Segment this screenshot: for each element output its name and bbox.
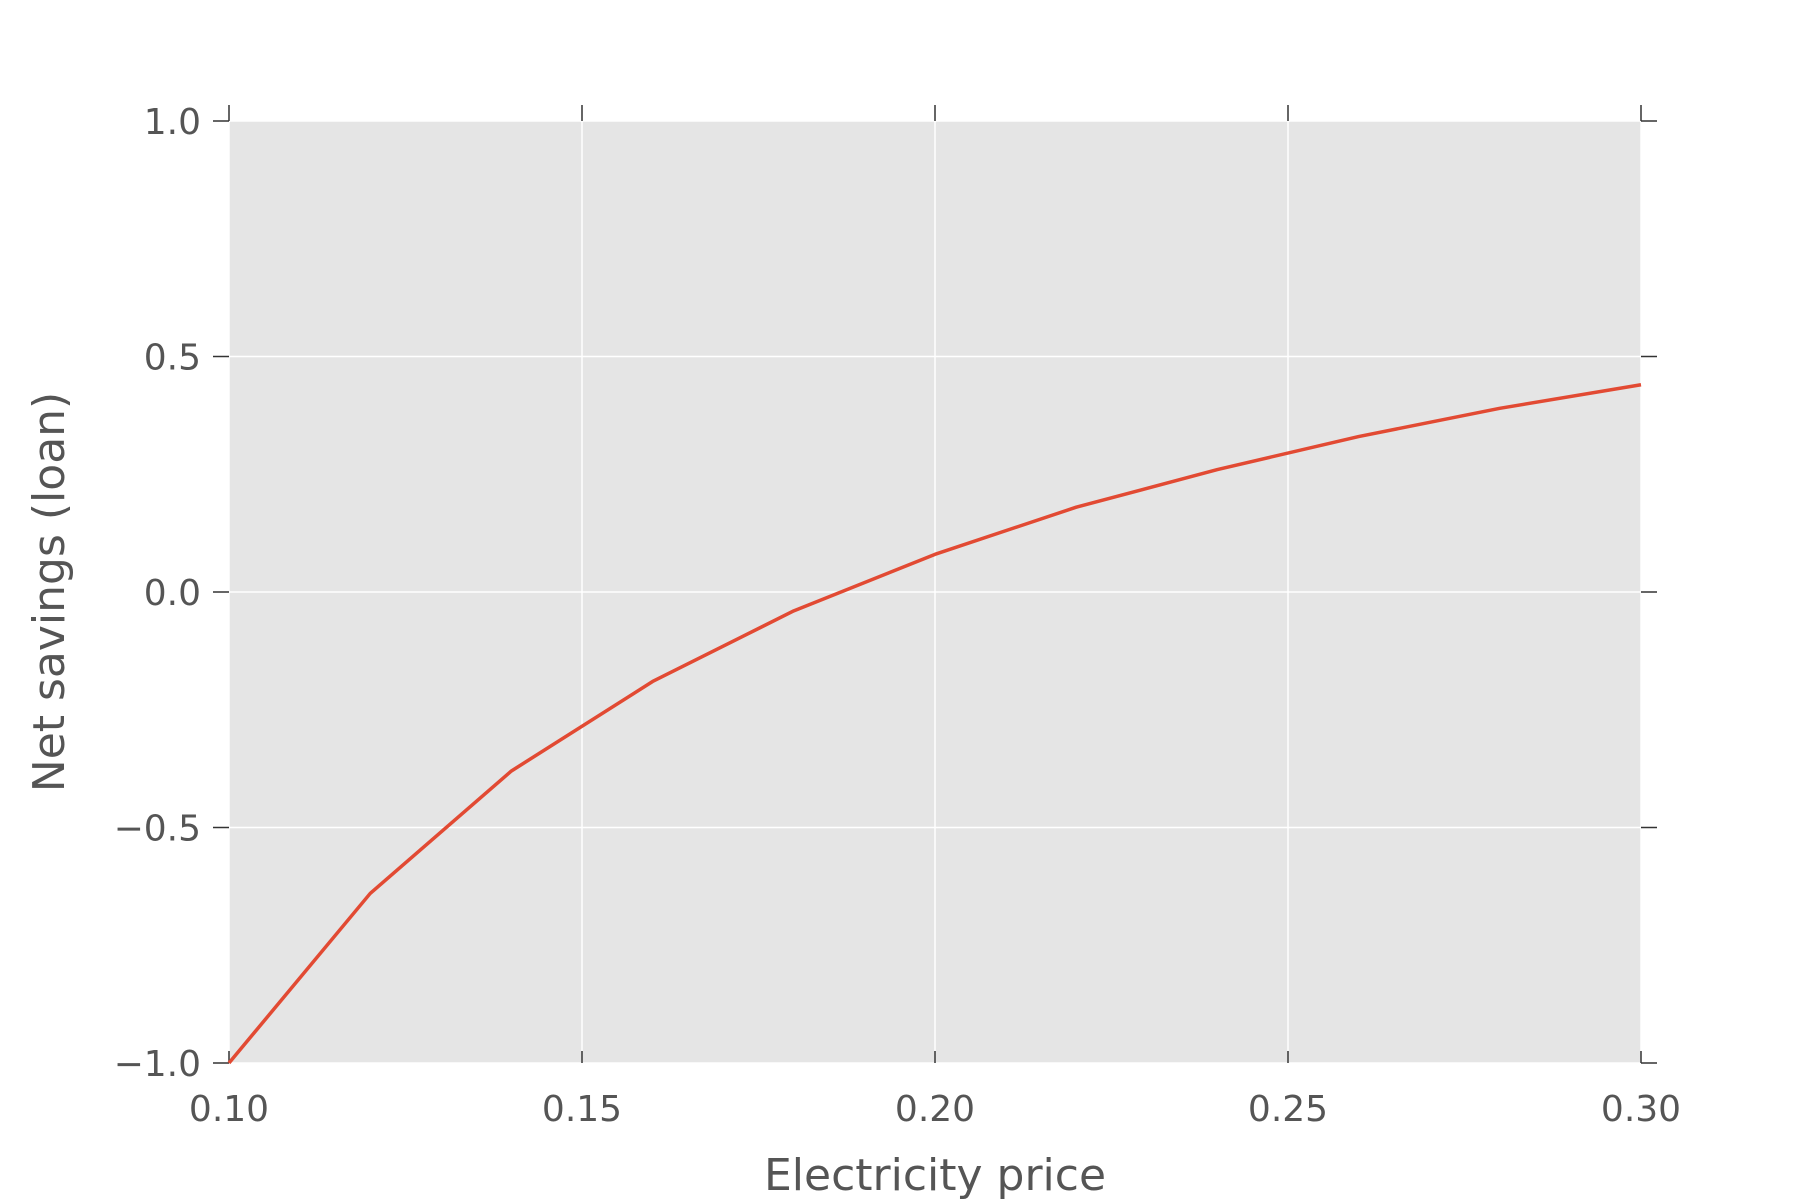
x-tick-label: 0.25 [1248, 1089, 1328, 1130]
y-tick-label: 0.0 [144, 573, 201, 614]
x-tick-label: 0.30 [1601, 1089, 1681, 1130]
x-tick-label: 0.15 [542, 1089, 622, 1130]
series-group [227, 383, 1642, 1065]
y-tick-label: 1.0 [144, 102, 201, 143]
y-tick-label: −0.5 [114, 809, 201, 850]
y-tick-label: −1.0 [114, 1044, 201, 1085]
series-line [227, 383, 1642, 1065]
x-axis-label: Electricity price [764, 1150, 1106, 1200]
tick-labels: 0.10 0.15 0.20 0.25 0.30 −1.0 −0.5 0.0 0.5 1.0 [114, 102, 1682, 1130]
x-tick-label: 0.20 [895, 1089, 975, 1130]
y-tick-label: 0.5 [144, 338, 201, 379]
x-tick-label: 0.10 [189, 1089, 269, 1130]
axis-ticks [213, 105, 1657, 1064]
y-axis-label: Net savings (loan) [24, 392, 75, 792]
